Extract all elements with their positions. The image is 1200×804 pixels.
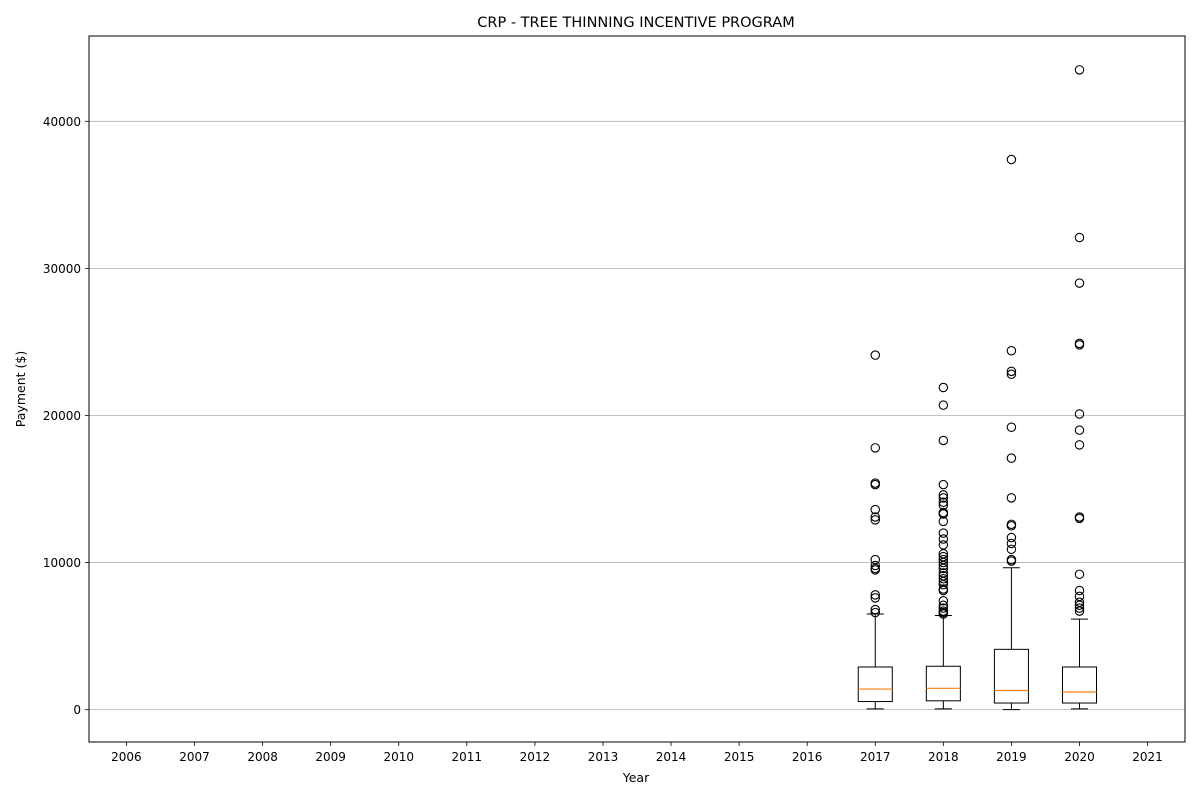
outlier-point [938,382,949,393]
x-tick-label: 2016 [792,750,823,764]
x-tick-label: 2020 [1064,750,1095,764]
outlier-point [1074,65,1085,75]
outlier-point [870,607,881,618]
outlier-point [1074,569,1085,580]
y-tick-label: 10000 [43,556,81,570]
y-tick-label: 20000 [43,409,81,423]
outlier-point [1006,521,1017,531]
outlier-point [938,560,949,571]
axes: 0 10000 20000 30000 40000 2006 2007 2008 2009 201… [43,35,1186,764]
outlier-point [870,560,881,571]
outlier-point [870,593,881,603]
outlier-point [870,350,881,360]
x-tick-label: 2019 [996,750,1027,764]
outlier-point [938,528,949,538]
box-2017 [857,350,893,710]
x-tick-label: 2018 [928,750,959,764]
y-tick-label: 0 [73,703,81,717]
outlier-point [938,479,949,490]
x-tick-label: 2013 [588,750,619,764]
outlier-point [938,609,949,619]
y-tick-label: 40000 [43,115,81,129]
box-iqr [993,648,1029,704]
outlier-point [1006,556,1017,566]
outlier-point [1006,544,1017,555]
outlier-point [1006,532,1017,543]
box-2020 [1061,65,1098,710]
outlier-point [870,565,881,575]
outlier-point [870,479,881,490]
outlier-point [1074,600,1085,610]
outlier-point [1074,278,1085,288]
outlier-point [938,490,949,500]
outlier-point [1074,585,1085,596]
outlier-point [1006,369,1017,380]
outlier-point [938,493,949,503]
outlier-point [1074,606,1085,616]
outlier-point [938,596,949,606]
x-tick-label: 2010 [383,750,414,764]
outlier-point [938,497,949,508]
box-iqr [925,665,961,702]
box-2018 [925,382,961,710]
x-tick-label: 2015 [724,750,755,764]
outlier-point [938,579,949,590]
x-tick-label: 2012 [520,750,551,764]
outlier-point [1074,232,1085,243]
box-2019 [993,154,1029,711]
outlier-point [870,604,881,615]
x-tick-label: 2021 [1132,750,1163,764]
outlier-point [938,573,949,584]
outlier-point [938,603,949,613]
outlier-point [938,534,949,544]
outlier-point [938,435,949,446]
y-tick-label: 30000 [43,262,81,276]
outlier-point [1006,538,1017,549]
outlier-point [1006,154,1017,165]
outlier-point [870,590,881,600]
box-iqr [1061,666,1098,704]
outlier-point [870,504,881,515]
x-tick-label: 2017 [860,750,891,764]
outlier-point [1006,453,1017,463]
x-tick-label: 2014 [656,750,687,764]
x-tick-label: 2011 [452,750,483,764]
outlier-point [938,557,949,568]
outlier-point [938,509,949,519]
x-tick-label: 2008 [247,750,278,764]
boxes [857,65,1098,711]
outlier-point [1006,493,1017,503]
outlier-point [870,512,881,522]
outlier-point [938,400,949,410]
outlier-point [938,585,949,596]
x-tick-label: 2006 [111,750,142,764]
x-tick-label: 2007 [179,750,210,764]
outlier-point [1074,513,1085,524]
outlier-point [870,443,881,453]
outlier-point [870,515,881,525]
y-axis-label: Payment ($) [13,351,28,427]
x-tick-label: 2009 [315,750,346,764]
outlier-point [1006,422,1017,432]
outlier-point [938,563,949,574]
outlier-point [1074,440,1085,450]
outlier-point [938,540,949,550]
outlier-point [1074,603,1085,613]
plot-frame [88,35,1186,743]
outlier-point [1074,409,1085,419]
outlier-point [938,516,949,527]
outlier-point [1006,366,1017,377]
box-iqr [857,666,893,703]
x-axis-label: Year [622,770,650,785]
chart-title: CRP - TREE THINNING INCENTIVE PROGRAM [477,15,794,31]
outlier-point [1074,425,1085,435]
outlier-point [1074,340,1085,350]
grid-lines [89,120,1185,711]
outlier-point [1006,346,1017,356]
